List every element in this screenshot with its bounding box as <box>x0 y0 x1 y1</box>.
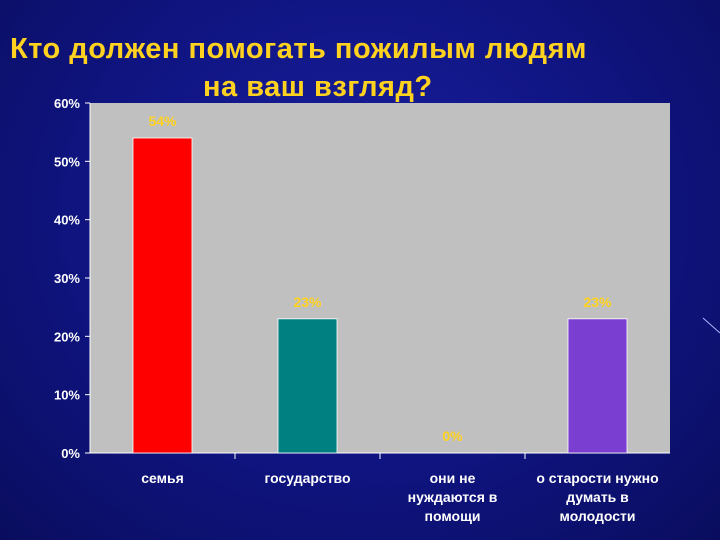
bar <box>132 137 193 454</box>
category-label: государство <box>264 470 350 486</box>
category-label: семья <box>141 470 184 486</box>
category-label: думать в <box>566 489 629 505</box>
data-label: 54% <box>148 113 177 129</box>
data-label: 23% <box>293 294 322 310</box>
data-label: 23% <box>583 294 612 310</box>
bar <box>277 318 338 454</box>
category-label: молодости <box>560 508 636 524</box>
category-label: нуждаются в <box>408 489 498 505</box>
y-tick-label: 30% <box>54 271 80 286</box>
category-label: они не <box>430 470 476 486</box>
chart-title-line-2: на ваш взгляд? <box>203 71 433 103</box>
y-tick-label: 60% <box>54 96 80 111</box>
chart-title-line-1: Кто должен помогать пожилым людям <box>10 33 587 65</box>
y-tick-label: 40% <box>54 213 80 228</box>
category-label: помощи <box>425 508 481 524</box>
y-tick-label: 50% <box>54 154 80 169</box>
data-label: 0% <box>442 428 463 444</box>
y-tick-label: 20% <box>54 329 80 344</box>
y-tick-label: 0% <box>61 446 80 461</box>
y-tick-label: 10% <box>54 388 80 403</box>
bar <box>567 318 628 454</box>
category-label: о старости нужно <box>536 470 658 486</box>
decorative-line <box>702 317 720 334</box>
